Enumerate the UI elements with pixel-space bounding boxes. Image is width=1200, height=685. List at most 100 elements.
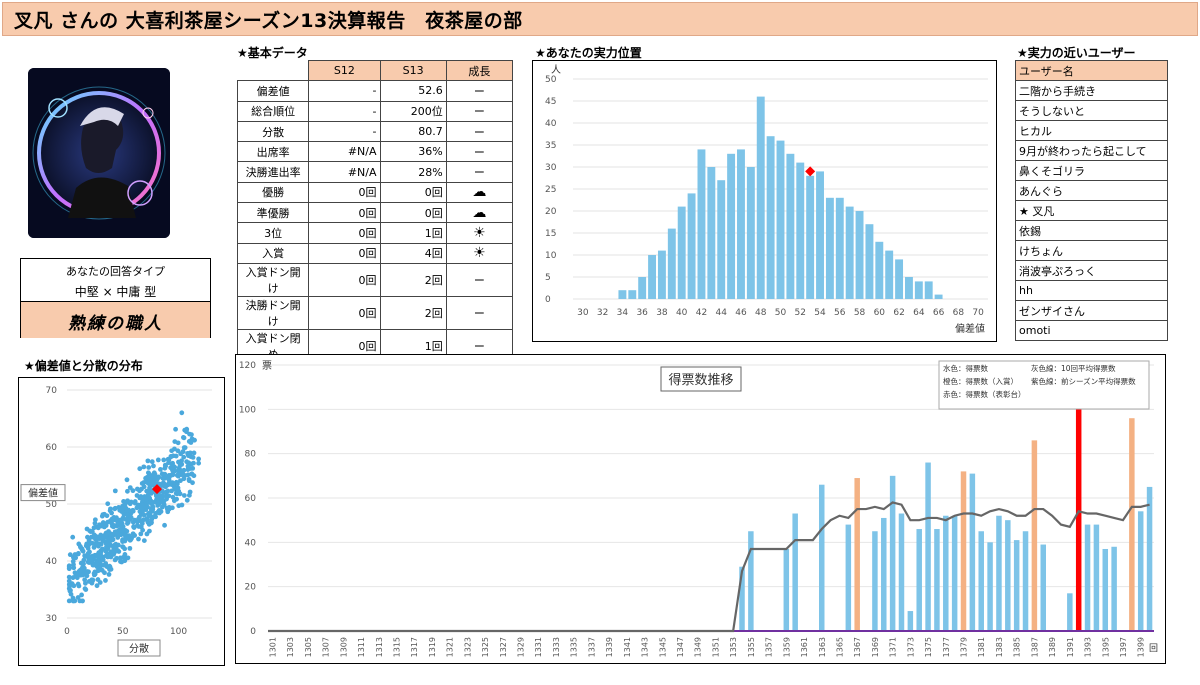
table-row: 入賞ドン開け 0回 2回ー	[236, 262, 514, 297]
vote-bar	[1084, 524, 1091, 631]
cell-s12: -	[308, 120, 381, 143]
scatter-point	[105, 541, 111, 547]
x-tick-label: 1321	[446, 637, 455, 657]
cell-s12: #N/A	[308, 141, 381, 163]
cell-s13: 80.7	[379, 120, 447, 143]
scatter-point	[149, 459, 155, 465]
y-tick-label: 80	[245, 450, 257, 460]
scatter-point	[93, 533, 99, 539]
table-row: 入賞 0回 4回 ☀	[236, 242, 514, 264]
list-item: あんぐら	[1015, 180, 1168, 201]
x-tick-label: 1325	[481, 637, 490, 657]
x-tick-label: 1393	[1084, 637, 1093, 657]
x-tick-label: 50	[775, 308, 787, 318]
x-tick-label: 1379	[960, 637, 969, 657]
histogram-bar	[707, 167, 716, 299]
user-name: 9月が終わったら起こして	[1015, 140, 1168, 161]
cell-growth: ☁	[445, 181, 514, 204]
vote-bar	[1005, 520, 1011, 631]
scatter-point	[66, 578, 72, 584]
x-tick-label: 1335	[570, 637, 579, 657]
page-title: 叉凡 さんの 大喜利茶屋シーズン13決算報告 夜茶屋の部	[14, 10, 523, 32]
user-name: そうしないと	[1015, 100, 1168, 121]
scatter-point	[106, 551, 112, 557]
scatter-point	[186, 476, 192, 482]
x-tick-label: 1387	[1030, 637, 1039, 657]
scatter-point	[111, 545, 117, 551]
scatter-point	[134, 505, 140, 511]
scatter-point	[162, 522, 167, 528]
scatter-point	[95, 525, 101, 531]
scatter-point	[126, 533, 132, 539]
col-header-s12: S12	[308, 59, 381, 82]
scatter-point	[180, 469, 185, 475]
scatter-point	[162, 471, 168, 477]
scatter-point	[94, 583, 100, 589]
user-name: omoti	[1015, 320, 1168, 341]
histogram-bar	[697, 149, 706, 299]
histogram-bar	[766, 136, 775, 299]
histogram-bar	[618, 290, 627, 299]
x-tick-label: 58	[854, 308, 866, 318]
cell-s13: 52.6	[379, 80, 447, 102]
y-tick-label: 20	[245, 583, 257, 593]
row-label: 入賞	[236, 242, 310, 264]
x-tick-label: 40	[676, 308, 688, 318]
y-tick-label: 15	[545, 229, 556, 239]
x-tick-label: 70	[972, 308, 984, 318]
x-tick-label: 1305	[304, 637, 313, 657]
vote-bar	[969, 473, 976, 631]
user-name: 消波亭ぷろっく	[1015, 260, 1168, 281]
vote-bar	[951, 515, 958, 631]
scatter-point	[95, 577, 101, 582]
scatter-point	[125, 555, 131, 561]
vote-bar	[978, 531, 984, 631]
scatter-point	[145, 488, 151, 494]
user-name: 鼻くそゴリラ	[1015, 160, 1168, 181]
list-item: 消波亭ぷろっく	[1015, 260, 1168, 281]
vote-bar	[907, 611, 914, 631]
scatter-point	[180, 449, 186, 455]
scatter-point	[70, 534, 76, 540]
scatter-point	[92, 517, 98, 523]
y-tick-label: 50	[545, 75, 557, 85]
scatter-point	[103, 548, 109, 554]
scatter-point	[80, 598, 85, 604]
histogram-bar	[667, 228, 676, 299]
chart-title: 得票数推移	[668, 372, 733, 388]
table-row: 偏差値 -52.6 ー	[236, 80, 514, 102]
scatter-point	[155, 457, 161, 463]
scatter-point	[166, 477, 172, 483]
y-tick-label: 40	[46, 557, 58, 567]
x-tick-label: 1309	[339, 637, 348, 657]
user-name: けちょん	[1015, 240, 1168, 261]
legend-entry: 水色：得票数	[943, 363, 988, 373]
scatter-point	[168, 482, 174, 487]
scatter-point	[181, 476, 187, 482]
scatter-point	[191, 460, 196, 466]
scatter-point	[67, 583, 73, 589]
table-row: 出席率 #N/A 36% ー	[236, 141, 514, 163]
histogram-bar	[845, 206, 854, 299]
list-item: 依錫	[1015, 220, 1168, 241]
scatter-point	[108, 531, 113, 537]
vote-bar	[845, 524, 852, 631]
x-tick-label: 54	[814, 308, 826, 318]
cell-s13: 2回	[379, 295, 447, 330]
vote-bar	[872, 531, 878, 631]
scatter-point	[118, 559, 123, 564]
cell-s13: 2回	[379, 262, 447, 297]
scatter-point	[190, 480, 195, 486]
x-tick-label: 1363	[818, 637, 827, 657]
scatter-point	[71, 583, 77, 589]
list-item: hh	[1015, 280, 1168, 301]
scatter-point	[135, 486, 140, 492]
vote-bar	[943, 515, 949, 631]
histogram-bar	[776, 140, 785, 299]
table-row: 総合順位 -200位ー	[236, 100, 514, 122]
x-tick-label: 1331	[534, 637, 543, 657]
cell-growth: ー	[445, 80, 514, 102]
vote-bar	[925, 462, 931, 631]
x-tick-label: 48	[755, 308, 767, 318]
scatter-point	[174, 496, 179, 502]
